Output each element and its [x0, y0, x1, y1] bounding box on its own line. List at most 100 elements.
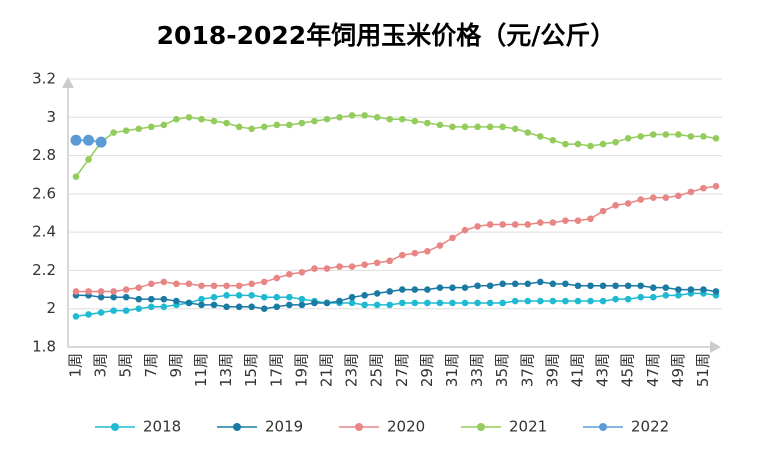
data-point — [612, 202, 619, 209]
data-point — [135, 284, 143, 291]
x-tick-label: 7周 — [142, 353, 160, 378]
data-point — [624, 282, 632, 290]
series-line — [75, 114, 717, 178]
data-point — [110, 288, 117, 295]
data-point — [273, 121, 281, 129]
data-point — [574, 297, 582, 305]
data-point — [95, 136, 107, 148]
data-point — [286, 293, 293, 301]
data-point — [712, 288, 720, 295]
legend-marker — [599, 423, 607, 431]
data-point — [424, 299, 431, 307]
y-axis-arrow — [62, 77, 74, 88]
data-point — [85, 156, 92, 163]
data-point — [436, 121, 444, 129]
data-point — [486, 123, 494, 131]
x-tick-label: 23周 — [343, 353, 361, 387]
data-point — [712, 135, 720, 142]
data-point — [637, 293, 645, 301]
data-point — [436, 299, 444, 307]
data-point — [298, 119, 306, 127]
data-point — [436, 242, 444, 249]
data-point — [562, 280, 569, 288]
data-point — [511, 280, 519, 288]
y-tick-label: 2.8 — [32, 146, 56, 164]
data-point — [461, 123, 469, 131]
data-point — [336, 113, 343, 121]
data-point — [260, 293, 268, 301]
data-point — [223, 282, 230, 290]
data-point — [587, 297, 594, 305]
data-point — [662, 131, 670, 138]
chart-title: 2018-2022年饲用玉米价格（元/公斤） — [157, 21, 616, 50]
data-point — [248, 280, 255, 288]
data-point — [160, 303, 168, 311]
data-point — [135, 295, 143, 303]
data-point — [198, 295, 205, 303]
data-point — [486, 221, 494, 228]
data-point — [311, 117, 318, 125]
data-point — [587, 142, 594, 150]
data-point — [373, 290, 381, 297]
data-point — [373, 259, 381, 267]
data-point — [675, 192, 682, 200]
data-point — [675, 292, 682, 299]
data-point — [511, 297, 519, 305]
legend-marker — [477, 423, 485, 431]
data-point — [411, 286, 419, 293]
x-tick-label: 9周 — [167, 353, 185, 378]
data-point — [147, 123, 155, 131]
data-point — [286, 301, 293, 309]
data-point — [637, 282, 645, 290]
data-point — [537, 297, 544, 305]
legend-label: 2022 — [631, 418, 669, 436]
data-point — [286, 270, 293, 278]
legend-label: 2021 — [509, 418, 547, 436]
data-point — [524, 297, 532, 305]
y-tick-label: 2 — [46, 299, 56, 317]
data-point — [110, 307, 117, 314]
data-point — [398, 299, 406, 307]
x-tick-label: 31周 — [443, 353, 461, 387]
data-point — [511, 125, 519, 133]
data-point — [273, 274, 281, 282]
data-point — [273, 293, 281, 301]
x-tick-label: 41周 — [568, 353, 586, 387]
data-point — [474, 123, 481, 131]
data-point — [524, 280, 532, 288]
series-line — [75, 292, 717, 318]
data-point — [612, 295, 619, 303]
data-point — [562, 297, 569, 305]
data-point — [662, 194, 670, 201]
data-point — [675, 286, 682, 293]
x-tick-label: 25周 — [368, 353, 386, 387]
data-point — [160, 278, 168, 286]
data-point — [83, 134, 95, 146]
data-point — [185, 280, 193, 288]
data-point — [637, 196, 645, 203]
data-point — [537, 219, 544, 226]
data-point — [235, 303, 243, 311]
data-point — [311, 299, 318, 307]
data-point — [549, 297, 557, 305]
data-point — [687, 188, 695, 196]
data-point — [499, 280, 506, 288]
data-point — [223, 303, 230, 311]
data-point — [612, 138, 619, 146]
data-point — [411, 117, 419, 125]
y-tick-label: 1.8 — [32, 338, 56, 356]
y-tick-label: 3.2 — [32, 70, 56, 88]
data-point — [449, 284, 456, 291]
data-point — [461, 299, 469, 307]
x-axis-arrow — [710, 341, 721, 353]
data-point — [449, 234, 456, 242]
legend-marker — [111, 423, 119, 431]
data-point — [235, 123, 243, 131]
legend-label: 2020 — [387, 418, 425, 436]
data-point — [260, 305, 268, 313]
data-point — [700, 286, 707, 293]
data-point — [574, 217, 582, 224]
x-tick-label: 39周 — [543, 353, 561, 387]
series-line — [76, 185, 717, 293]
data-point — [562, 217, 569, 224]
